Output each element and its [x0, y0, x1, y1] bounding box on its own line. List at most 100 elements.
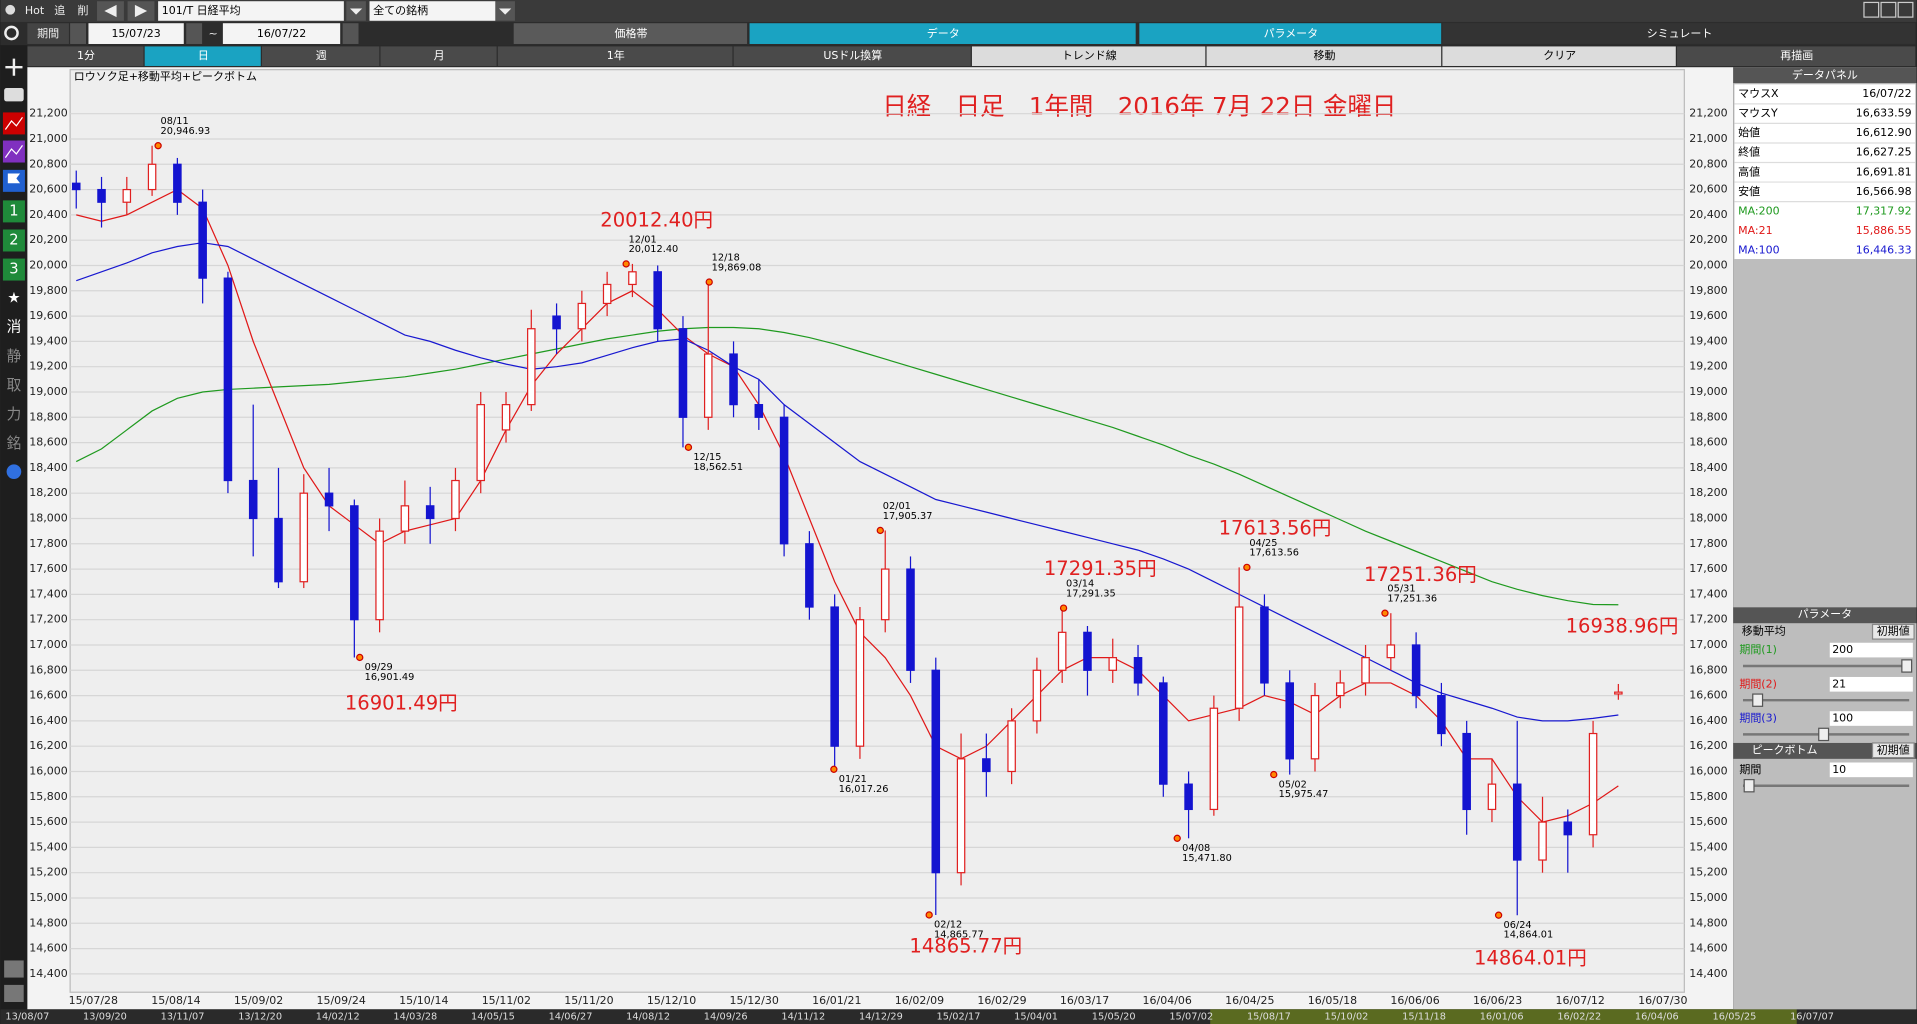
reset-button[interactable] — [1871, 742, 1915, 759]
candle-body — [880, 568, 890, 621]
peak-date: 03/14 — [1066, 579, 1094, 590]
universe-field[interactable] — [369, 1, 496, 21]
sidebar-button[interactable] — [2, 229, 25, 252]
y-tick-label: 17,000 — [29, 638, 67, 651]
period-value: 21 — [1832, 677, 1846, 690]
peak-marker — [1059, 604, 1068, 612]
date-next-button[interactable] — [186, 23, 203, 44]
sidebar-label[interactable]: 取 — [7, 377, 22, 394]
toolbar-button[interactable] — [497, 46, 733, 66]
sidebar-label[interactable]: 消 — [7, 319, 22, 336]
overview-label: 14/09/26 — [704, 1012, 748, 1023]
sidebar-label[interactable]: 2 — [9, 231, 18, 248]
candle-body — [1386, 644, 1396, 659]
tab[interactable] — [749, 23, 1136, 44]
candle-body — [122, 188, 132, 203]
date-prev-button[interactable] — [70, 23, 87, 44]
tab[interactable] — [1442, 23, 1916, 44]
search-icon[interactable] — [4, 25, 19, 41]
date-next-button[interactable] — [342, 23, 359, 44]
period-field[interactable] — [1829, 762, 1913, 778]
y-tick-label-right: 20,800 — [1689, 157, 1727, 170]
y-tick-label-right: 18,400 — [1689, 461, 1727, 474]
toolbar-button[interactable] — [1677, 46, 1916, 66]
y-tick-label-right: 15,200 — [1689, 866, 1727, 879]
reset-button[interactable] — [1871, 623, 1915, 640]
y-tick-label-right: 19,200 — [1689, 360, 1727, 373]
section-title: 移動平均 — [1742, 624, 1786, 638]
overview-label: 16/01/06 — [1480, 1012, 1524, 1023]
x-tick-label: 16/07/30 — [1638, 994, 1687, 1007]
y-tick-label-right: 14,600 — [1689, 942, 1727, 955]
slider-knob[interactable] — [1901, 659, 1913, 673]
peak-date: 12/15 — [693, 452, 721, 463]
period-field[interactable] — [1829, 642, 1913, 658]
toolbar-button[interactable] — [1442, 46, 1676, 66]
arrow-icon — [134, 4, 148, 18]
sidebar-button[interactable] — [2, 200, 25, 223]
mini-chart-icon[interactable] — [4, 960, 24, 978]
sidebar-label[interactable]: 静 — [7, 348, 22, 365]
overview-label: 15/10/02 — [1325, 1012, 1369, 1023]
maximize-button[interactable] — [1880, 1, 1897, 18]
overview-window[interactable] — [1210, 1009, 1797, 1024]
overview-label: 16/07/07 — [1790, 1012, 1834, 1023]
x-tick-label: 15/08/14 — [151, 994, 200, 1007]
button-label: 月 — [434, 49, 445, 62]
slider-knob[interactable] — [1818, 727, 1830, 742]
candle-body — [1411, 644, 1421, 697]
symbol-field[interactable] — [158, 1, 344, 21]
y-tick-label-right: 15,800 — [1689, 790, 1727, 803]
mini-chart-icon[interactable] — [4, 984, 24, 1003]
from-date-field[interactable] — [88, 23, 184, 44]
candle-body — [1159, 682, 1168, 785]
toolbar-button[interactable] — [971, 46, 1206, 66]
arrow-icon — [349, 8, 363, 15]
toolbar-button[interactable] — [144, 46, 261, 66]
peak-date: 09/29 — [365, 662, 393, 673]
period-field[interactable] — [1829, 676, 1913, 692]
sidebar-label[interactable]: 銘 — [7, 435, 22, 452]
sidebar-button[interactable] — [2, 258, 25, 281]
x-tick-label: 15/09/02 — [234, 994, 283, 1007]
toolbar-button[interactable] — [380, 46, 497, 66]
tab[interactable] — [513, 23, 748, 44]
hot-button[interactable]: Hot — [25, 4, 45, 17]
peak-date: 02/01 — [883, 501, 911, 512]
sidebar-label[interactable]: 力 — [7, 406, 22, 423]
toolbar-button[interactable] — [1206, 46, 1442, 66]
overview-label: 14/02/12 — [316, 1012, 360, 1023]
period-field[interactable] — [1829, 711, 1913, 726]
slider-knob[interactable] — [1752, 693, 1764, 707]
candle-body — [1310, 694, 1320, 760]
slider-knob[interactable] — [1743, 778, 1755, 793]
peak-callout: 14864.01円 — [1474, 947, 1587, 970]
y-tick-label-right: 19,600 — [1689, 309, 1727, 322]
tab[interactable] — [1139, 23, 1442, 44]
peak-date: 04/25 — [1249, 538, 1277, 549]
candle-body — [1335, 682, 1345, 697]
peak-marker — [1173, 834, 1181, 842]
ma-label: MA:21 — [1738, 224, 1772, 237]
toolbar-button[interactable] — [733, 46, 971, 66]
settings-icon[interactable] — [6, 464, 22, 480]
close-button[interactable] — [1897, 1, 1914, 18]
peak-label: 14,864.01 — [1503, 930, 1553, 941]
toolbar-button[interactable] — [27, 46, 144, 66]
sidebar-label[interactable]: 1 — [9, 202, 18, 219]
x-tick-label: 16/04/25 — [1225, 994, 1274, 1007]
toolbar-button[interactable] — [261, 46, 380, 66]
peak-callout: 16901.49円 — [345, 691, 458, 714]
crosshair-icon[interactable] — [5, 58, 23, 76]
minimize-button[interactable] — [1863, 1, 1880, 18]
candle-body — [805, 543, 814, 608]
overview-label: 13/08/07 — [5, 1012, 49, 1023]
delete-button[interactable]: 削 — [77, 3, 88, 17]
sidebar-label[interactable]: 3 — [9, 261, 18, 278]
to-date-field[interactable] — [222, 23, 341, 44]
camera-icon[interactable] — [4, 87, 24, 102]
candle-body — [527, 328, 536, 406]
sidebar-label[interactable]: ★ — [7, 290, 20, 307]
bulb-icon[interactable] — [5, 4, 16, 15]
add-button[interactable]: 追 — [54, 3, 65, 17]
